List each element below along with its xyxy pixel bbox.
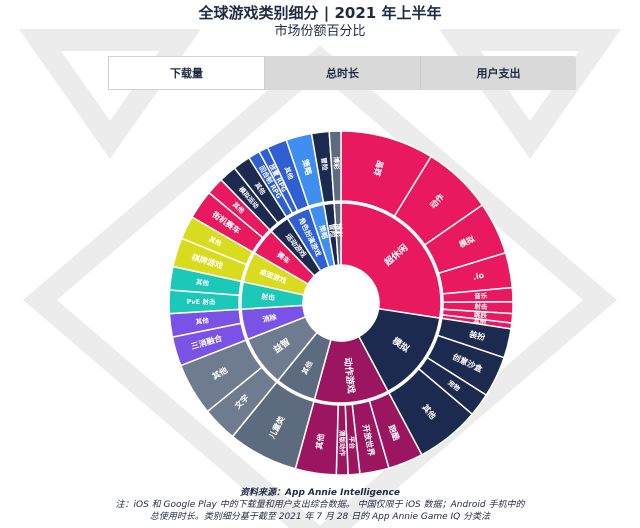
- footer-note-line2: 总使用时长。类别细分基于截至 2021 年 7 月 28 日的 App Anni…: [149, 512, 491, 522]
- outer-label-0-7: 其他: [473, 316, 488, 327]
- outer-label-12-0: 冒险: [319, 157, 330, 171]
- inner-segment-1[interactable]: [357, 307, 441, 393]
- outer-segment-13-0[interactable]: [328, 130, 342, 203]
- chart-footer: 资料来源：App Annie Intelligence 注：iOS 和 Goog…: [0, 487, 640, 523]
- inner-label-12: 冒险: [327, 223, 338, 239]
- outer-label-0-0: 益智: [372, 159, 386, 177]
- outer-label-0-4: 音乐: [474, 291, 488, 301]
- inner-segment-13[interactable]: [333, 202, 342, 266]
- inner-label-11: 策略: [317, 223, 330, 241]
- outer-label-6-1: 其他: [195, 277, 210, 288]
- outer-label-0-6: 跳跃: [474, 310, 488, 320]
- outer-label-11-0: 策略: [300, 158, 314, 177]
- outer-label-0-3: .io: [472, 271, 485, 282]
- outer-label-13-0: 博彩: [332, 156, 341, 170]
- footer-note-line1: 注：iOS 和 Google Play 中的下载量和用户支出综合数据。 中国仅限…: [115, 500, 525, 510]
- metric-tabs: 下载量 总时长 用户支出: [108, 56, 576, 90]
- inner-label-5: 消除: [262, 312, 279, 324]
- outer-label-2-2: 平台: [347, 436, 357, 450]
- sunburst-center-hole: [304, 266, 378, 340]
- inner-label-2: 动作游戏: [342, 357, 358, 394]
- inner-segment-0[interactable]: [340, 202, 442, 319]
- inner-label-6: 射击: [260, 292, 276, 302]
- outer-label-2-4: 其他: [314, 433, 326, 450]
- outer-label-1-0: 装扮: [467, 328, 486, 342]
- footer-source: 资料来源：App Annie Intelligence: [240, 488, 400, 498]
- outer-label-6-0: PvE 射击: [187, 297, 216, 306]
- outer-label-0-5: 射击: [473, 302, 488, 311]
- tab-total-time[interactable]: 总时长: [265, 56, 421, 90]
- outer-label-5-1: 其他: [195, 315, 210, 326]
- tab-user-spend[interactable]: 用户支出: [476, 67, 521, 80]
- outer-label-2-3: 清版动作: [338, 430, 347, 457]
- inner-label-13: 博彩: [334, 223, 344, 238]
- tab-downloads[interactable]: 下载量: [108, 56, 265, 90]
- chart-subtitle: 市场份额百分比: [274, 24, 366, 39]
- chart-title: 全球游戏类别细分 | 2021 年上半年: [198, 4, 442, 22]
